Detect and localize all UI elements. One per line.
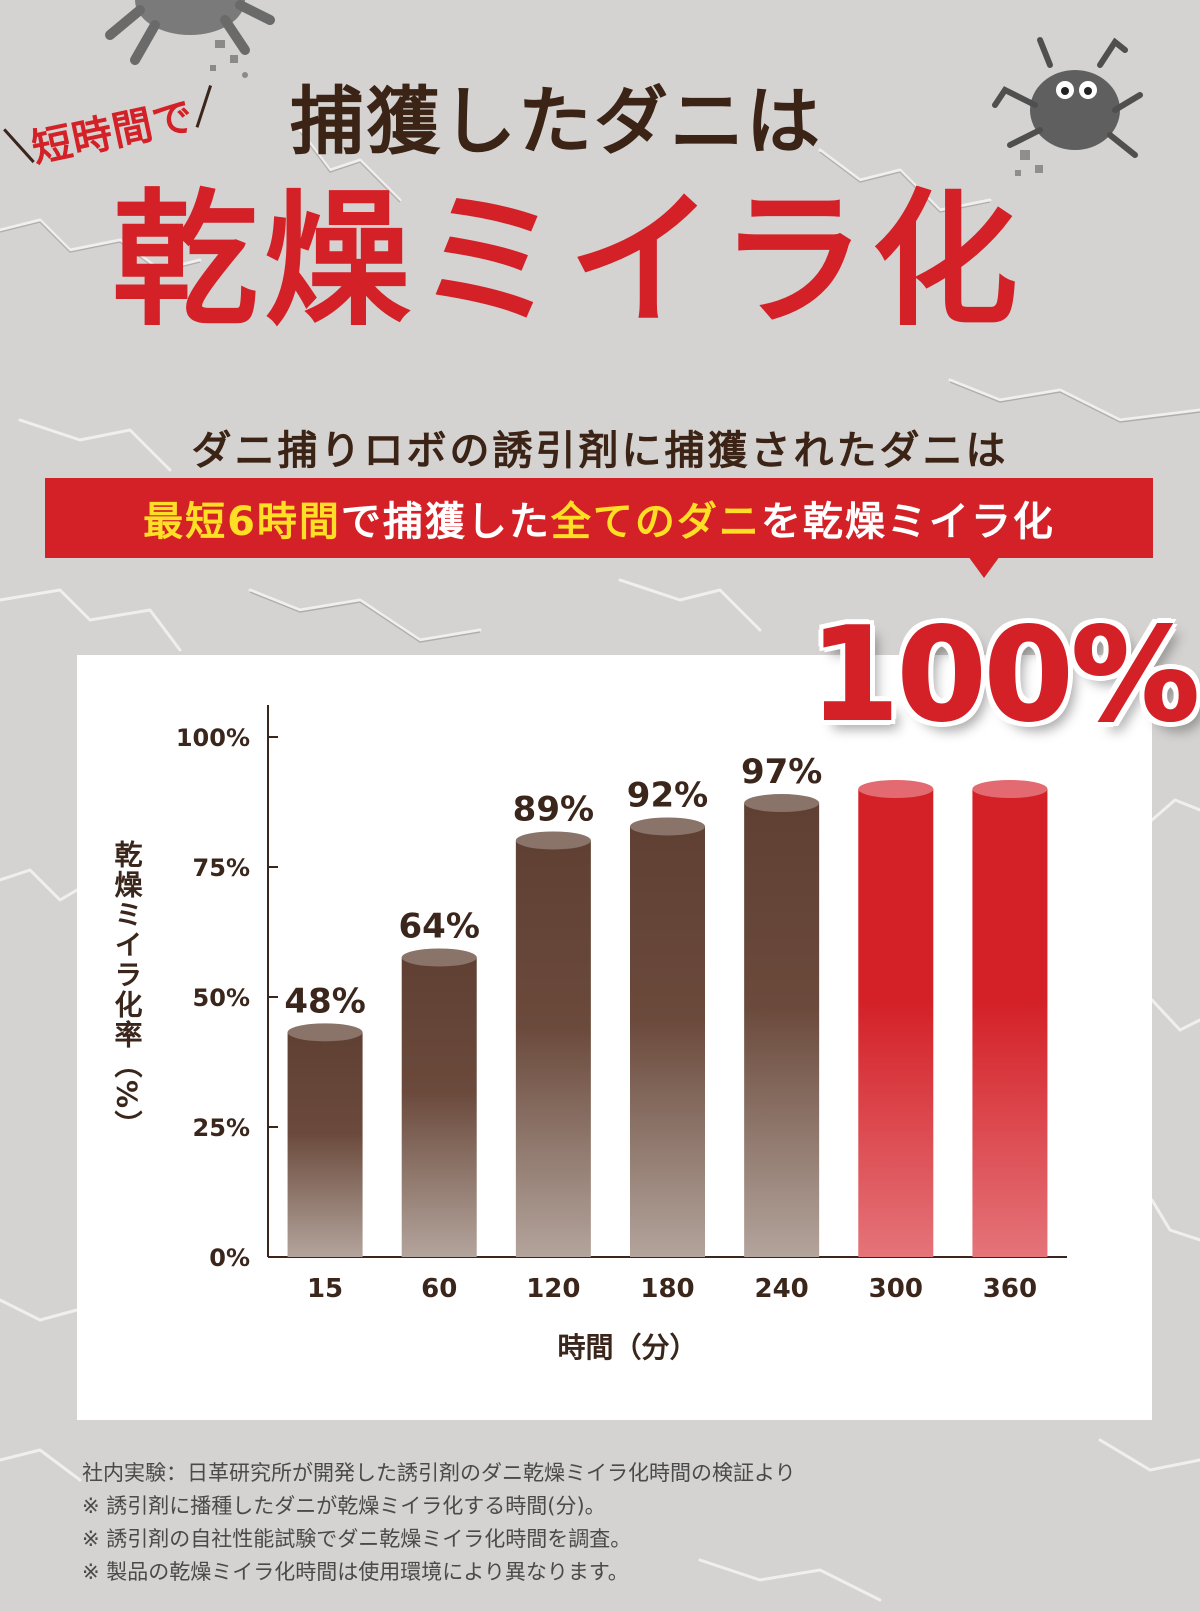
bar <box>744 803 820 1257</box>
bar-cap <box>401 948 477 967</box>
bar <box>287 1032 363 1257</box>
bar <box>515 840 591 1257</box>
data-label: 92% <box>627 775 708 815</box>
mite-illustration-top <box>105 0 275 78</box>
x-axis-label: 時間（分） <box>557 1331 697 1364</box>
lead-text: ダニ捕りロボの誘引剤に捕獲されたダニは <box>191 428 1009 474</box>
headline-top: 捕獲したダニは <box>290 79 822 165</box>
y-tick-label: 25% <box>193 1114 250 1142</box>
bar-cap <box>630 817 705 836</box>
y-axis-label: 乾燥ミイラ化率（%） <box>111 840 144 1140</box>
y-tick-label: 100% <box>176 724 250 752</box>
bar <box>630 826 705 1257</box>
footnotes: 社内実験：日革研究所が開発した誘引剤のダニ乾燥ミイラ化時間の検証より ※ 誘引剤… <box>82 1457 1162 1589</box>
banner-part3: 全てのダニ <box>550 499 761 545</box>
x-tick-label: 15 <box>307 1274 343 1304</box>
highlight-banner: 最短6時間 で捕獲した 全てのダニ を乾燥ミイラ化 <box>45 478 1153 558</box>
mite-illustration-right <box>992 37 1143 176</box>
chart-bars <box>287 780 1048 1257</box>
x-tick-label: 240 <box>755 1274 809 1304</box>
x-tick-label: 120 <box>526 1274 580 1304</box>
banner-part4: を乾燥ミイラ化 <box>760 499 1055 545</box>
bar-cap <box>515 831 591 850</box>
footnote: ※ 製品の乾燥ミイラ化時間は使用環境により異なります。 <box>82 1560 629 1584</box>
banner-part2: で捕獲した <box>340 499 551 545</box>
x-tick-label: 60 <box>421 1274 457 1304</box>
bar <box>972 789 1048 1257</box>
chart-labels: 0% 25% 50% 75% 100% 乾燥ミイラ化率（%） 48% 15 64% 60 89% 12… <box>111 724 1038 1364</box>
x-tick-label: 180 <box>640 1274 694 1304</box>
footnote: 社内実験：日革研究所が開発した誘引剤のダニ乾燥ミイラ化時間の検証より <box>82 1461 796 1485</box>
x-tick-label: 300 <box>869 1274 923 1304</box>
data-label: 97% <box>741 752 822 792</box>
bar-cap <box>287 1023 363 1042</box>
x-tick-label: 360 <box>983 1274 1037 1304</box>
footnote: ※ 誘引剤の自社性能試験でダニ乾燥ミイラ化時間を調査。 <box>82 1527 632 1551</box>
bar <box>858 789 934 1257</box>
chart-card: 0% 25% 50% 75% 100% 乾燥ミイラ化率（%） 48% 15 64% 60 89% 12… <box>77 655 1152 1420</box>
data-label: 48% <box>284 981 365 1021</box>
bar-cap <box>744 794 820 813</box>
y-tick-label: 75% <box>193 854 250 882</box>
bar-cap <box>972 780 1048 798</box>
bar <box>401 957 477 1257</box>
bar-cap <box>858 780 934 798</box>
data-label: 89% <box>513 789 594 829</box>
headline-main: 乾燥ミイラ化 <box>112 176 1024 346</box>
y-tick-label: 50% <box>193 984 250 1012</box>
banner-pointer <box>968 556 1000 578</box>
banner-part1: 最短6時間 <box>143 499 341 545</box>
data-label: 64% <box>399 906 480 946</box>
footnote: ※ 誘引剤に播種したダニが乾燥ミイラ化する時間(分)。 <box>82 1494 606 1518</box>
y-tick-label: 0% <box>209 1244 250 1272</box>
bar-chart: 0% 25% 50% 75% 100% 乾燥ミイラ化率（%） 48% 15 64% 60 89% 12… <box>111 705 1067 1364</box>
highlight-percent: 100% <box>809 601 1200 750</box>
